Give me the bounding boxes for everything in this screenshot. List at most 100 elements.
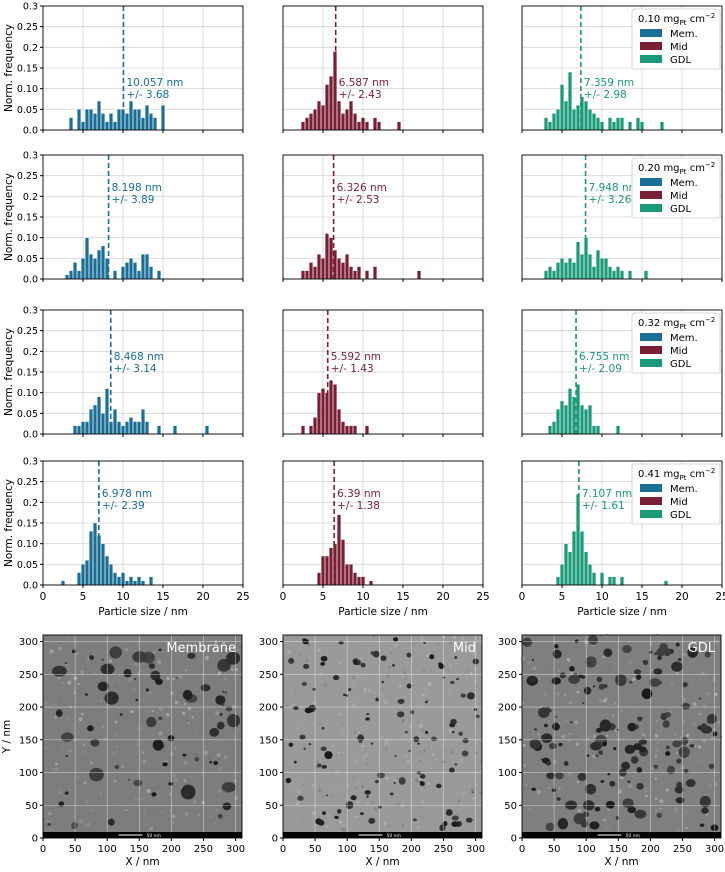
tem-texture bbox=[78, 730, 81, 733]
tem-texture bbox=[158, 707, 163, 711]
tem-texture bbox=[347, 798, 350, 801]
tem-texture bbox=[129, 636, 132, 639]
histogram-bar bbox=[353, 270, 357, 280]
tem-texture bbox=[43, 659, 47, 664]
histogram-bar bbox=[612, 576, 616, 586]
histogram-bar bbox=[349, 266, 353, 280]
nanoparticle bbox=[529, 738, 541, 750]
tem-texture bbox=[319, 731, 323, 735]
tem-texture bbox=[628, 784, 632, 788]
x-tick-label: 10 bbox=[595, 591, 608, 603]
tem-texture bbox=[222, 641, 226, 645]
nanoparticle bbox=[216, 721, 225, 730]
tem-texture bbox=[532, 666, 537, 671]
histogram-bar bbox=[584, 100, 588, 131]
nanoparticle bbox=[641, 688, 653, 700]
tem-texture bbox=[308, 653, 311, 656]
nanoparticle bbox=[299, 734, 306, 740]
nanoparticle bbox=[556, 797, 561, 801]
histogram-bar bbox=[337, 514, 341, 586]
tem-texture bbox=[51, 767, 53, 769]
nanoparticle bbox=[585, 783, 597, 795]
nanoparticle bbox=[333, 675, 340, 681]
tem-texture bbox=[151, 787, 155, 791]
tem-texture bbox=[136, 813, 139, 816]
tem-texture bbox=[203, 716, 207, 721]
nanoparticle bbox=[366, 795, 369, 799]
nanoparticle bbox=[182, 689, 193, 700]
x-tick-label: 150 bbox=[130, 844, 149, 855]
nanoparticle bbox=[365, 717, 370, 721]
tem-texture bbox=[522, 743, 526, 747]
tem-texture bbox=[640, 649, 643, 652]
tem-texture bbox=[654, 755, 658, 759]
tem-texture bbox=[163, 767, 166, 769]
tem-texture bbox=[230, 667, 235, 672]
x-tick-label: 20 bbox=[675, 591, 688, 603]
tem-texture bbox=[294, 819, 297, 822]
tem-texture bbox=[166, 712, 170, 717]
histogram-bar bbox=[588, 254, 592, 280]
histogram-bar bbox=[101, 113, 105, 131]
tem-texture bbox=[329, 761, 333, 765]
y-tick-label: 0.0 bbox=[23, 275, 38, 286]
tem-texture bbox=[87, 823, 90, 826]
x-tick-label: 300 bbox=[705, 844, 724, 855]
nanoparticle bbox=[146, 716, 157, 728]
tem-texture bbox=[68, 748, 73, 753]
tem-texture bbox=[318, 722, 322, 725]
histogram-bar bbox=[341, 421, 345, 435]
histogram-bar bbox=[588, 109, 592, 131]
tem-texture bbox=[216, 753, 221, 757]
tem-texture bbox=[341, 824, 346, 828]
legend-title-subscript: Pt bbox=[680, 323, 687, 331]
histogram-bar bbox=[592, 425, 596, 435]
histogram-bar bbox=[620, 117, 624, 131]
tem-texture bbox=[215, 643, 217, 645]
histogram-bar bbox=[361, 117, 365, 131]
histogram-bar bbox=[600, 121, 604, 131]
histogram-bar bbox=[616, 266, 620, 280]
y-tick-label: 0.2 bbox=[23, 192, 38, 203]
nanoparticle bbox=[312, 687, 317, 691]
nanoparticle bbox=[372, 650, 380, 658]
nanoparticle bbox=[546, 772, 555, 780]
tem-texture bbox=[654, 718, 657, 721]
y-tick-label: 250 bbox=[19, 670, 38, 681]
nanoparticle bbox=[394, 755, 397, 758]
y-tick-label: 0.10 bbox=[17, 388, 38, 399]
histogram-bar bbox=[337, 258, 341, 280]
tem-texture bbox=[525, 778, 528, 781]
tem-texture bbox=[341, 723, 344, 726]
tem-texture bbox=[685, 733, 690, 738]
nanoparticle bbox=[570, 721, 573, 724]
nanoparticle bbox=[288, 742, 294, 747]
histogram-bar bbox=[349, 100, 353, 131]
histogram-bar bbox=[141, 409, 145, 435]
tem-texture bbox=[692, 659, 695, 662]
tem-texture bbox=[214, 793, 219, 798]
tem-texture bbox=[176, 644, 180, 647]
std-label: +/- 1.61 bbox=[582, 500, 625, 512]
x-tick-label: 250 bbox=[673, 844, 692, 855]
tem-texture bbox=[293, 652, 297, 656]
nanoparticle bbox=[676, 758, 682, 764]
tem-texture bbox=[436, 801, 440, 805]
mean-label: 6.326 nm bbox=[337, 182, 387, 194]
tem-texture bbox=[66, 719, 69, 722]
tem-texture bbox=[124, 654, 128, 657]
tem-texture bbox=[639, 668, 641, 670]
nanoparticle bbox=[410, 710, 415, 715]
tem-texture bbox=[193, 800, 197, 804]
tem-texture bbox=[654, 734, 659, 738]
nanoparticle bbox=[451, 821, 460, 827]
tem-texture bbox=[674, 733, 677, 736]
nanoparticle bbox=[638, 746, 647, 753]
tem-texture bbox=[65, 653, 67, 655]
nanoparticle bbox=[316, 763, 322, 768]
y-tick-label: 300 bbox=[498, 637, 517, 648]
y-tick-label: 0.05 bbox=[17, 254, 38, 265]
y-axis-label: Norm. frequency bbox=[3, 328, 15, 416]
tem-texture bbox=[210, 753, 214, 756]
tem-texture bbox=[469, 672, 473, 676]
